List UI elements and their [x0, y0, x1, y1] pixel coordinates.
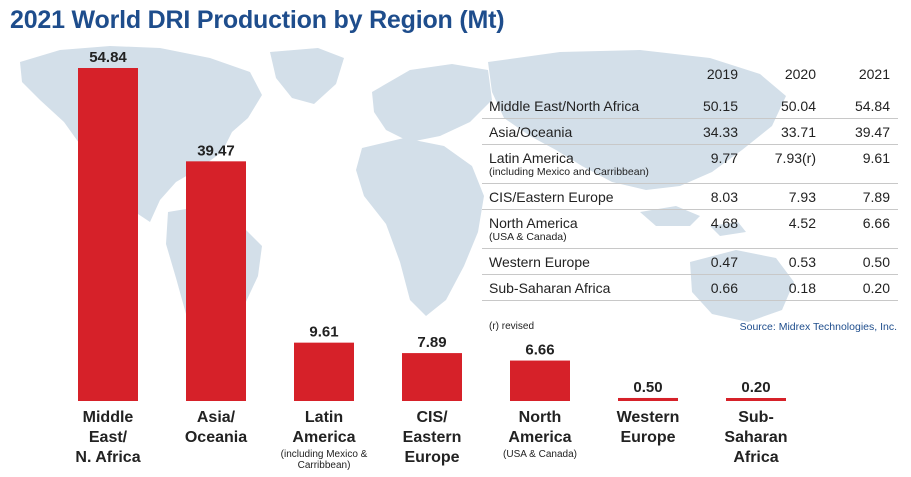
region-name: North America [489, 215, 578, 231]
region-subtitle: (USA & Canada) [489, 231, 567, 243]
bar [294, 342, 354, 401]
table-cell-value: 54.84 [824, 93, 898, 119]
bar [186, 161, 246, 401]
category-label-line: Africa [733, 449, 779, 466]
table-header-year: 2021 [858, 66, 890, 82]
category-label-line: America [292, 429, 356, 446]
table-cell-value: 0.50 [824, 248, 898, 275]
category-label-line: Oceania [184, 429, 248, 446]
category-label-line: America [508, 429, 572, 446]
category-label-sub: (USA & Canada) [503, 449, 577, 460]
region-subtitle: (including Mexico and Carribbean) [489, 166, 649, 178]
bar [402, 353, 462, 401]
table-cell-region: Western Europe [482, 248, 678, 275]
table-cell-value: 0.20 [824, 274, 898, 301]
table-header-row: 2019 2020 2021 [482, 55, 898, 93]
bar [726, 398, 786, 401]
category-label-line: Latin [304, 409, 344, 426]
category-label-line: Middle [82, 409, 134, 426]
table-cell-value: 50.04 [746, 93, 824, 119]
category-label-line: Europe [404, 449, 460, 466]
table-header-year: 2020 [784, 66, 816, 82]
table-row: Sub-Saharan Africa 0.66 0.18 0.20 [482, 274, 898, 301]
bar-value-label: 6.66 [525, 342, 554, 359]
bar-value-label: 39.47 [197, 142, 235, 159]
bar-value-label: 7.89 [417, 334, 446, 351]
map-africa [356, 138, 484, 316]
table-row: CIS/Eastern Europe 8.03 7.93 7.89 [482, 183, 898, 210]
table-cell-value: 0.47 [678, 248, 746, 275]
table-cell-value: 4.68 [678, 209, 746, 249]
category-label-line: Western [616, 409, 680, 426]
chart-title: 2021 World DRI Production by Region (Mt) [10, 6, 505, 34]
map-greenland [270, 48, 344, 104]
table-cell-value: 6.66 [824, 209, 898, 249]
table-cell-value: 0.53 [746, 248, 824, 275]
data-table: 2019 2020 2021 Middle East/North Africa 5… [482, 55, 898, 301]
category-label-line: CIS/ [416, 409, 448, 426]
category-label: CIS/Eastern Europe [372, 408, 492, 468]
region-name: Asia/Oceania [489, 124, 573, 140]
table-source: Source: Midrex Technologies, Inc. [739, 321, 897, 333]
table-cell-value: 33.71 [746, 118, 824, 145]
region-name: CIS/Eastern Europe [489, 189, 614, 205]
table-cell-region: Middle East/North Africa [482, 93, 678, 119]
bar [618, 397, 678, 401]
table-row: Western Europe 0.47 0.53 0.50 [482, 248, 898, 275]
bar-value-label: 0.50 [633, 379, 662, 396]
category-label: Middle East/N. Africa [48, 408, 168, 468]
category-label-line: Asia/ [196, 409, 236, 426]
table-cell-region: Sub-Saharan Africa [482, 274, 678, 301]
table-cell-value: 7.89 [824, 183, 898, 210]
bar [78, 68, 138, 401]
table-cell-value: 0.18 [746, 274, 824, 301]
table-note: (r) revised [489, 321, 535, 332]
region-name: Middle East/North Africa [489, 98, 640, 114]
table-row: North America (USA & Canada) 4.68 4.52 6.66 [482, 209, 898, 249]
table-cell-region: Latin America (including Mexico and Carri… [482, 144, 678, 184]
table-cell-value: 4.52 [746, 209, 824, 249]
category-label-line: N. Africa [75, 449, 141, 466]
bar-value-label: 54.84 [89, 49, 127, 66]
region-name: Sub-Saharan Africa [489, 280, 611, 296]
bar-value-label: 0.20 [741, 379, 770, 396]
category-label-line: Europe [620, 429, 676, 446]
map-europe [372, 64, 492, 142]
table-cell-value: 7.93(r) [746, 144, 824, 184]
category-label: Sub- Saharan Africa [696, 408, 816, 468]
table-cell-value: 34.33 [678, 118, 746, 145]
table-cell-value: 8.03 [678, 183, 746, 210]
table-cell-value: 50.15 [678, 93, 746, 119]
category-label-line: North [518, 409, 562, 426]
category-label: Latin America (including Mexico & Carribbe… [264, 408, 384, 471]
table-cell-region: CIS/Eastern Europe [482, 183, 678, 210]
table-cell-value: 39.47 [824, 118, 898, 145]
category-label-line: Sub- [738, 409, 774, 426]
category-label: Western Europe [588, 408, 708, 448]
table-row: Middle East/North Africa 50.15 50.04 54.84 [482, 93, 898, 119]
category-label-line: Eastern [402, 429, 462, 446]
table-cell-value: 0.66 [678, 274, 746, 301]
table-cell-value: 9.61 [824, 144, 898, 184]
bar [510, 360, 570, 401]
category-label: North America (USA & Canada) [480, 408, 600, 460]
table-cell-value: 7.93 [746, 183, 824, 210]
region-name: Latin America [489, 150, 574, 166]
table-row: Asia/Oceania 34.33 33.71 39.47 [482, 118, 898, 145]
bar-value-label: 9.61 [309, 324, 338, 341]
table-header-year: 2019 [706, 66, 738, 82]
table-row: Latin America (including Mexico and Carri… [482, 144, 898, 184]
region-name: Western Europe [489, 254, 590, 270]
table-cell-value: 9.77 [678, 144, 746, 184]
category-label-line: Saharan [724, 429, 788, 446]
category-label-sub: (including Mexico & Carribbean) [280, 449, 368, 471]
category-label-line: East/ [88, 429, 128, 446]
table-cell-region: Asia/Oceania [482, 118, 678, 145]
table-cell-region: North America (USA & Canada) [482, 209, 678, 249]
category-label: Asia/Oceania [156, 408, 276, 448]
table-header-region [482, 55, 678, 93]
